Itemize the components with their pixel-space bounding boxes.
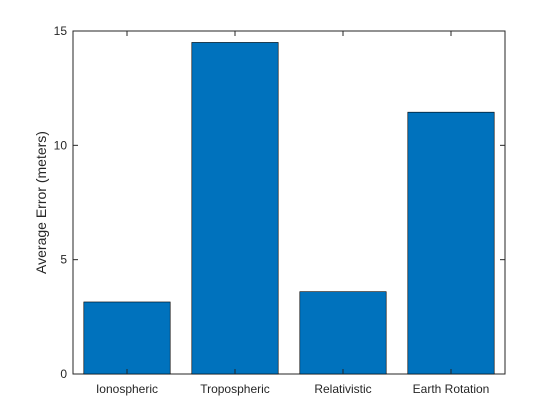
x-tick-label: Relativistic: [314, 382, 371, 396]
bar-relativistic: [299, 291, 387, 375]
y-tick-label: 0: [60, 367, 67, 381]
x-tick-label: Tropospheric: [200, 382, 270, 396]
bar-ionospheric: [83, 301, 171, 375]
bars: [83, 42, 495, 375]
bar-earth-rotation: [407, 111, 495, 375]
plot-area: 0 5 10 15 Ionospheric Tropospheric Relativist…: [54, 24, 506, 396]
x-tick-label: Ionospheric: [96, 382, 158, 396]
y-tick-label: 10: [54, 138, 68, 152]
y-axis-label: Average Error (meters): [33, 131, 49, 274]
x-tick-label: Earth Rotation: [413, 382, 490, 396]
x-axis: Ionospheric Tropospheric Relativistic Earth…: [96, 31, 489, 396]
y-tick-label: 15: [54, 24, 68, 38]
y-tick-label: 5: [60, 253, 67, 267]
y-axis: 0 5 10 15: [54, 24, 505, 381]
bar-tropospheric: [191, 42, 279, 375]
